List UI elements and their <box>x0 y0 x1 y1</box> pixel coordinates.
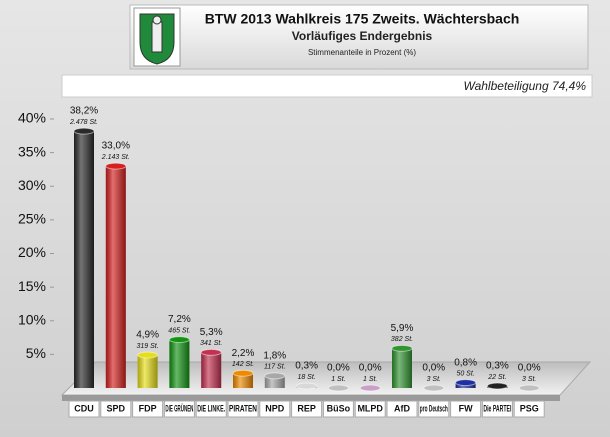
category-box <box>291 400 323 418</box>
coat-of-arms <box>133 7 181 67</box>
bar-cap <box>168 336 190 344</box>
vote-label: 18 St. <box>297 374 315 381</box>
category-box <box>132 400 164 418</box>
value-label: 0,0% <box>422 363 445 374</box>
value-label: 1,8% <box>263 351 286 362</box>
bar-shine <box>169 339 190 388</box>
category-box <box>259 400 291 418</box>
x-tick-label: AfD <box>394 403 410 413</box>
y-tick-label: 25% <box>18 211 46 227</box>
axis-label: Stimmenanteile in Prozent (%) <box>308 48 416 57</box>
value-label: 0,0% <box>518 363 541 374</box>
value-label: 0,8% <box>454 357 477 368</box>
bar-shine <box>105 166 126 388</box>
x-tick-label: CDU <box>74 403 94 413</box>
x-tick-label: DIE GRÜNEN <box>165 403 193 413</box>
x-tick-label: MLPD <box>357 403 383 413</box>
y-tick-label: 10% <box>18 311 46 327</box>
x-tick-label: SPD <box>107 403 126 413</box>
vote-label: 117 St. <box>264 364 286 371</box>
value-label: 0,0% <box>359 363 382 374</box>
bar-cap <box>518 384 540 392</box>
x-tick-label: PIRATEN <box>229 403 257 413</box>
x-tick-label: pro Deutsch <box>420 403 448 413</box>
y-tick-label: 20% <box>18 244 46 260</box>
x-tick-label: FDP <box>139 403 157 413</box>
chart-subtitle: Vorläufiges Endergebnis <box>292 29 433 43</box>
y-tick-label: 30% <box>18 177 46 193</box>
vote-label: 382 St. <box>391 336 413 343</box>
x-tick-label: FW <box>459 403 473 413</box>
x-tick-label: REP <box>297 403 316 413</box>
vote-label: 2.478 St. <box>69 119 98 126</box>
category-box <box>322 400 354 418</box>
vote-label: 465 St. <box>168 327 190 334</box>
y-tick-label: 35% <box>18 143 46 159</box>
value-label: 0,3% <box>486 361 509 372</box>
y-tick-label: 15% <box>18 278 46 294</box>
category-box <box>418 400 450 418</box>
bar-shine <box>201 352 222 388</box>
bar-cap <box>137 351 159 359</box>
floor-edge <box>62 395 560 401</box>
bar-cap <box>391 344 413 352</box>
y-tick-label: 5% <box>26 345 46 361</box>
value-label: 0,0% <box>327 363 350 374</box>
bar-cap <box>296 382 318 390</box>
bar-cap <box>455 379 477 387</box>
bar-shine <box>233 373 253 388</box>
bar-cap <box>105 162 127 170</box>
header-box <box>129 4 589 70</box>
value-label: 4,9% <box>136 330 159 341</box>
value-label: 5,9% <box>391 323 414 334</box>
x-tick-label: BüSo <box>327 403 351 413</box>
category-box <box>227 400 259 418</box>
category-box <box>195 400 227 418</box>
vote-label: 22 St. <box>487 374 506 381</box>
category-box <box>100 400 132 418</box>
vote-label: 3 St. <box>427 376 441 383</box>
category-box <box>450 400 482 418</box>
value-label: 7,2% <box>168 314 191 325</box>
x-tick-label: NPD <box>265 403 285 413</box>
vote-label: 142 St. <box>232 361 254 368</box>
category-box <box>163 400 195 418</box>
category-box <box>481 400 513 418</box>
value-label: 2,2% <box>232 348 255 359</box>
bar-cap <box>486 382 508 390</box>
value-label: 33,0% <box>102 141 130 152</box>
y-tick-label: 40% <box>18 110 46 126</box>
value-label: 0,3% <box>295 361 318 372</box>
bar-cap <box>73 127 95 135</box>
vote-label: 1 St. <box>331 376 345 383</box>
annotation: Wahlbeteiligung 74,4% <box>463 79 586 93</box>
x-tick-label: Die PARTEI <box>483 403 511 413</box>
vote-label: 319 St. <box>137 343 159 350</box>
bar-shine <box>137 355 158 388</box>
vote-label: 50 St. <box>456 370 474 377</box>
vote-label: 2.143 St. <box>101 154 130 161</box>
bar-cap <box>423 384 445 392</box>
category-box <box>513 400 545 418</box>
bar-cap <box>232 369 254 377</box>
value-label: 38,2% <box>70 106 98 117</box>
vote-label: 341 St. <box>200 340 222 347</box>
category-box <box>354 400 386 418</box>
chart-title: BTW 2013 Wahlkreis 175 Zweits. Wächtersb… <box>205 11 520 27</box>
bar-shine <box>392 348 412 388</box>
bar-cap <box>327 384 349 392</box>
x-tick-label: DIE LINKE. <box>197 403 225 413</box>
category-box <box>68 400 100 418</box>
bar-cap <box>264 372 286 380</box>
x-tick-label: PSG <box>520 403 539 413</box>
bar-cap <box>359 384 381 392</box>
vote-label: 1 St. <box>363 376 377 383</box>
category-box <box>386 400 418 418</box>
bar-cap <box>200 348 222 356</box>
plot-top-band <box>61 74 593 98</box>
bar-shine <box>74 131 94 389</box>
value-label: 5,3% <box>200 327 223 338</box>
vote-label: 3 St. <box>522 376 536 383</box>
